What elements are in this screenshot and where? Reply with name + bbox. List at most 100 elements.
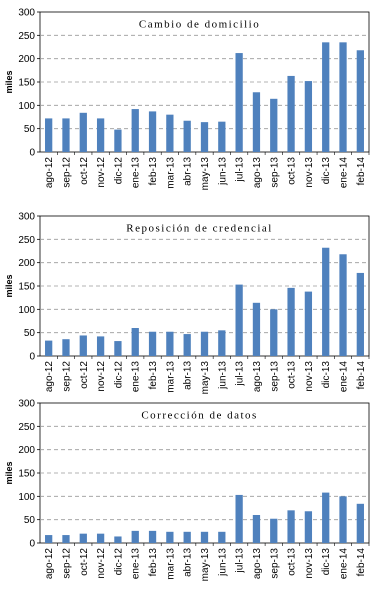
x-tick-label: feb-13 bbox=[148, 157, 159, 186]
x-tick-label: ago-13 bbox=[252, 361, 263, 393]
x-tick-label: ago-12 bbox=[44, 548, 55, 580]
bar-ago-13 bbox=[252, 302, 261, 356]
x-tick-label: ago-13 bbox=[252, 548, 263, 580]
x-tick-label: abr-13 bbox=[183, 548, 194, 577]
x-tick-label: nov-12 bbox=[96, 361, 107, 392]
bar-dic-12 bbox=[114, 341, 122, 356]
x-tick-label: sep-13 bbox=[269, 548, 280, 579]
x-tick-label: dic-13 bbox=[321, 548, 332, 576]
x-tick-label: may-13 bbox=[200, 157, 211, 191]
y-tick-label: 300 bbox=[18, 399, 35, 410]
y-tick-label: 0 bbox=[29, 352, 35, 363]
bar-oct-12 bbox=[79, 335, 87, 356]
bar-feb-13 bbox=[148, 530, 157, 543]
x-tick-label: feb-14 bbox=[356, 157, 367, 186]
bar-abr-13 bbox=[183, 334, 191, 356]
y-tick-label: 150 bbox=[18, 282, 35, 293]
bar-jun-13 bbox=[218, 531, 226, 543]
x-tick-label: sep-13 bbox=[269, 361, 280, 392]
bar-sep-12 bbox=[62, 118, 70, 152]
y-tick-label: 0 bbox=[29, 539, 35, 550]
x-tick-label: feb-14 bbox=[356, 361, 367, 390]
y-tick-label: 300 bbox=[18, 8, 35, 19]
bar-jul-13 bbox=[235, 53, 243, 152]
x-tick-label: ago-12 bbox=[44, 157, 55, 189]
chart-panel-3: 0 50 100 150 200 250 300 miles ago-12 sep-12 oct-1… bbox=[4, 399, 370, 582]
x-tick-label: nov-12 bbox=[96, 548, 107, 579]
x-tick-label: abr-13 bbox=[183, 157, 194, 186]
x-tick-label: may-13 bbox=[200, 548, 211, 582]
y-axis-label: miles bbox=[4, 461, 14, 484]
x-tick-label: jun-13 bbox=[217, 157, 228, 186]
bar-dic-13 bbox=[322, 247, 330, 356]
x-tick-label: dic-13 bbox=[321, 361, 332, 389]
x-tick-label: ene-13 bbox=[131, 548, 142, 580]
chart-title-background bbox=[128, 15, 271, 32]
x-tick-label: jul-13 bbox=[235, 548, 246, 574]
x-tick-label: sep-12 bbox=[61, 361, 72, 392]
bar-oct-12 bbox=[79, 112, 87, 152]
bar-ene-14 bbox=[339, 42, 347, 153]
chart-title: Cambio de domicilio bbox=[139, 19, 260, 31]
y-tick-label: 150 bbox=[18, 469, 35, 480]
bar-may-13 bbox=[200, 122, 209, 152]
bar-oct-13 bbox=[287, 287, 295, 356]
x-tick-label: ene-14 bbox=[339, 548, 350, 580]
y-tick-label: 0 bbox=[29, 148, 35, 159]
bar-mar-13 bbox=[166, 531, 174, 543]
bar-sep-13 bbox=[270, 518, 278, 543]
bar-nov-13 bbox=[304, 81, 313, 152]
chart-title: Corrección de datos bbox=[141, 410, 257, 422]
chart-panel-1: 0 50 100 150 200 250 300 miles ago-12 sep-12 oct-1… bbox=[4, 8, 370, 191]
bar-abr-13 bbox=[183, 531, 191, 543]
bar-ago-13 bbox=[252, 92, 261, 152]
x-tick-label: nov-13 bbox=[304, 361, 315, 392]
x-tick-label: jun-13 bbox=[217, 548, 228, 577]
y-tick-label: 200 bbox=[18, 445, 35, 456]
chart-title-background bbox=[128, 406, 271, 423]
y-tick-label: 150 bbox=[18, 78, 35, 89]
x-tick-label: nov-13 bbox=[304, 157, 315, 188]
chart-panel-2: 0 50 100 150 200 250 300 miles ago-12 sep-12 oct-1… bbox=[4, 212, 370, 394]
x-tick-label: nov-12 bbox=[96, 157, 107, 188]
bar-feb-14 bbox=[356, 503, 364, 543]
bar-mar-13 bbox=[166, 114, 174, 152]
bar-abr-13 bbox=[183, 120, 191, 152]
y-tick-label: 250 bbox=[18, 422, 35, 433]
bar-jul-13 bbox=[235, 284, 243, 356]
x-tick-label: mar-13 bbox=[165, 548, 176, 580]
y-tick-label: 300 bbox=[18, 212, 35, 223]
bar-mar-13 bbox=[166, 331, 174, 356]
bar-nov-13 bbox=[304, 511, 313, 543]
x-tick-label: ago-12 bbox=[44, 361, 55, 393]
x-tick-label: mar-13 bbox=[165, 361, 176, 393]
bar-nov-12 bbox=[96, 533, 105, 543]
x-tick-label: feb-13 bbox=[148, 361, 159, 390]
y-tick-label: 100 bbox=[18, 101, 35, 112]
x-tick-label: oct-12 bbox=[79, 548, 90, 576]
bar-feb-13 bbox=[148, 331, 157, 356]
bar-oct-13 bbox=[287, 510, 295, 543]
bar-feb-14 bbox=[356, 50, 364, 153]
y-axis-label: miles bbox=[4, 70, 14, 93]
bar-dic-13 bbox=[322, 492, 330, 543]
x-tick-label: sep-12 bbox=[61, 157, 72, 188]
x-tick-label: oct-12 bbox=[79, 361, 90, 389]
bar-sep-12 bbox=[62, 339, 70, 356]
x-tick-label: jun-13 bbox=[217, 361, 228, 390]
y-tick-label: 50 bbox=[24, 124, 36, 135]
x-tick-label: jul-13 bbox=[235, 157, 246, 183]
bar-dic-12 bbox=[114, 536, 122, 543]
x-tick-label: oct-13 bbox=[287, 548, 298, 576]
y-tick-label: 250 bbox=[18, 235, 35, 246]
x-tick-label: ene-13 bbox=[131, 361, 142, 393]
bar-nov-12 bbox=[96, 336, 105, 356]
y-tick-label: 50 bbox=[24, 515, 36, 526]
x-tick-label: ene-14 bbox=[339, 361, 350, 393]
x-tick-label: dic-12 bbox=[113, 361, 124, 389]
bar-ene-13 bbox=[131, 530, 139, 543]
bar-may-13 bbox=[200, 531, 209, 543]
bar-sep-13 bbox=[270, 98, 278, 152]
bar-jun-13 bbox=[218, 330, 226, 356]
